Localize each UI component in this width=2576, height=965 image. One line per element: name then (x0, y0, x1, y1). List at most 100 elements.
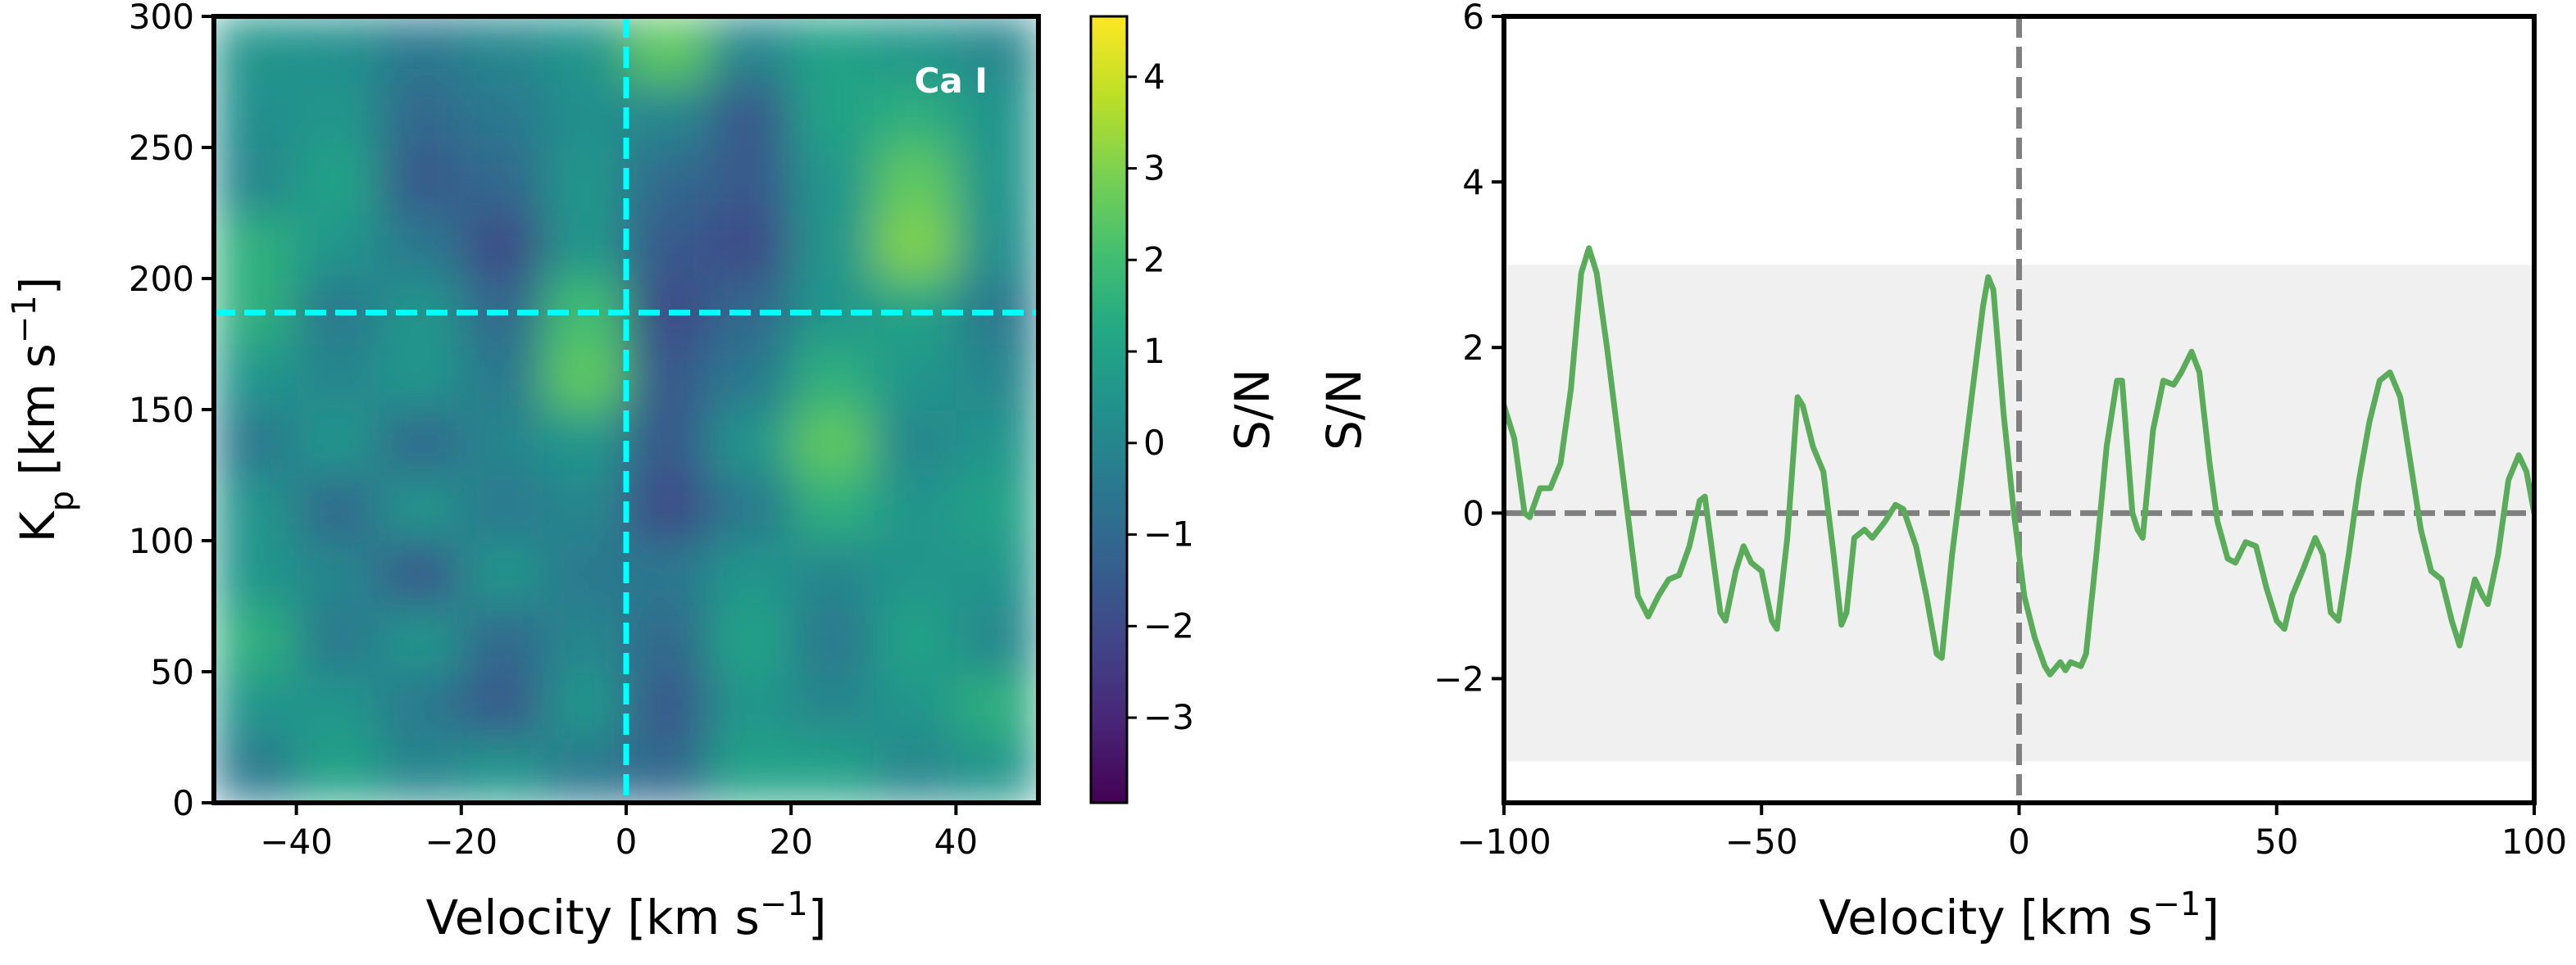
heat-cell (214, 606, 298, 673)
heat-cell (708, 737, 793, 803)
heat-cell (791, 213, 875, 279)
heatmap-cells (214, 16, 1038, 803)
heat-cell (379, 279, 462, 345)
heat-cell (296, 475, 380, 541)
heat-cell (873, 344, 957, 410)
heat-cell (708, 147, 793, 214)
heat-cell (461, 147, 545, 214)
heat-cell (873, 82, 957, 148)
x-tick-label: 50 (2255, 822, 2298, 862)
heat-cell (543, 147, 627, 214)
heat-cell (461, 737, 545, 803)
heat-cell (873, 475, 957, 541)
y-tick-label: 150 (129, 390, 194, 430)
colorbar-tick-label: −3 (1143, 697, 1194, 737)
heat-cell (379, 737, 462, 803)
x-tick-label: −50 (1725, 822, 1798, 862)
x-tick-label: 0 (2008, 822, 2030, 862)
heat-cell (791, 737, 875, 803)
heat-cell (626, 82, 710, 148)
heat-cell (956, 672, 1038, 738)
heat-cell (791, 16, 875, 83)
heat-cell (379, 541, 462, 607)
heat-cell (791, 147, 875, 214)
colorbar-tick-label: −1 (1143, 514, 1194, 555)
heat-cell (956, 737, 1038, 803)
heat-cell (461, 213, 545, 279)
y-tick-label: 250 (129, 128, 194, 168)
heat-cell (626, 737, 710, 803)
heat-cell (543, 16, 627, 83)
heat-cell (296, 82, 380, 148)
colorbar-tick-label: 4 (1143, 57, 1165, 97)
label-part: Velocity [km s (1819, 890, 2152, 945)
heat-cell (708, 410, 793, 476)
heat-cell (296, 16, 380, 83)
heat-cell (543, 606, 627, 673)
heat-cell (626, 541, 710, 607)
heat-cell (214, 82, 298, 148)
heat-cell (379, 606, 462, 673)
heat-cell (543, 213, 627, 279)
heat-cell (543, 82, 627, 148)
label-part: −1 (2152, 886, 2201, 923)
colorbar-label: S/N (1224, 369, 1280, 451)
heat-cell (956, 344, 1038, 410)
heat-cell (214, 147, 298, 214)
heat-cell (379, 16, 462, 83)
heat-cell (461, 82, 545, 148)
heat-cell (626, 16, 710, 83)
heat-cell (626, 475, 710, 541)
heat-cell (791, 672, 875, 738)
heat-cell (791, 344, 875, 410)
y-tick-label: 100 (129, 521, 194, 561)
heat-cell (461, 541, 545, 607)
label-part: K (10, 510, 66, 542)
heat-cell (873, 213, 957, 279)
heat-cell (214, 16, 298, 83)
heat-cell (214, 344, 298, 410)
y-tick-label: −2 (1433, 659, 1484, 699)
heat-cell (873, 16, 957, 83)
annotation: Ca I (915, 61, 988, 101)
x-tick-label: 20 (769, 822, 812, 862)
heat-cell (214, 541, 298, 607)
heat-cell (956, 147, 1038, 214)
axis-label: Kp [km s−1] (6, 277, 81, 543)
heat-cell (214, 213, 298, 279)
heat-cell (791, 541, 875, 607)
heat-cell (379, 82, 462, 148)
label-part: p (43, 491, 81, 511)
heat-cell (543, 344, 627, 410)
label-part: −1 (760, 886, 808, 923)
axis-label: Velocity [km s−1] (426, 886, 827, 945)
y-tick-label: 0 (172, 783, 194, 823)
heat-cell (379, 475, 462, 541)
heat-cell (791, 410, 875, 476)
heat-cell (626, 344, 710, 410)
colorbar-tick-label: 0 (1143, 423, 1165, 463)
heat-cell (543, 672, 627, 738)
heat-cell (708, 606, 793, 673)
heat-cell (791, 475, 875, 541)
heat-cell (956, 541, 1038, 607)
heat-cell (956, 606, 1038, 673)
heat-cell (379, 213, 462, 279)
heat-cell (296, 147, 380, 214)
heat-cell (461, 475, 545, 541)
y-tick-label: 6 (1462, 0, 1484, 37)
heat-cell (708, 213, 793, 279)
y-tick-label: 0 (1462, 493, 1484, 533)
colorbar (1089, 15, 1129, 804)
colorbar-tick-label: −2 (1143, 605, 1194, 646)
heat-cell (296, 541, 380, 607)
heat-cell (956, 82, 1038, 148)
heat-cell (296, 672, 380, 738)
heat-cell (956, 16, 1038, 83)
heat-cell (543, 475, 627, 541)
x-tick-label: 100 (2501, 822, 2567, 862)
colorbar-tick-label: 2 (1143, 239, 1165, 279)
heat-cell (708, 541, 793, 607)
heat-cell (708, 82, 793, 148)
y-tick-label: 2 (1462, 328, 1484, 368)
